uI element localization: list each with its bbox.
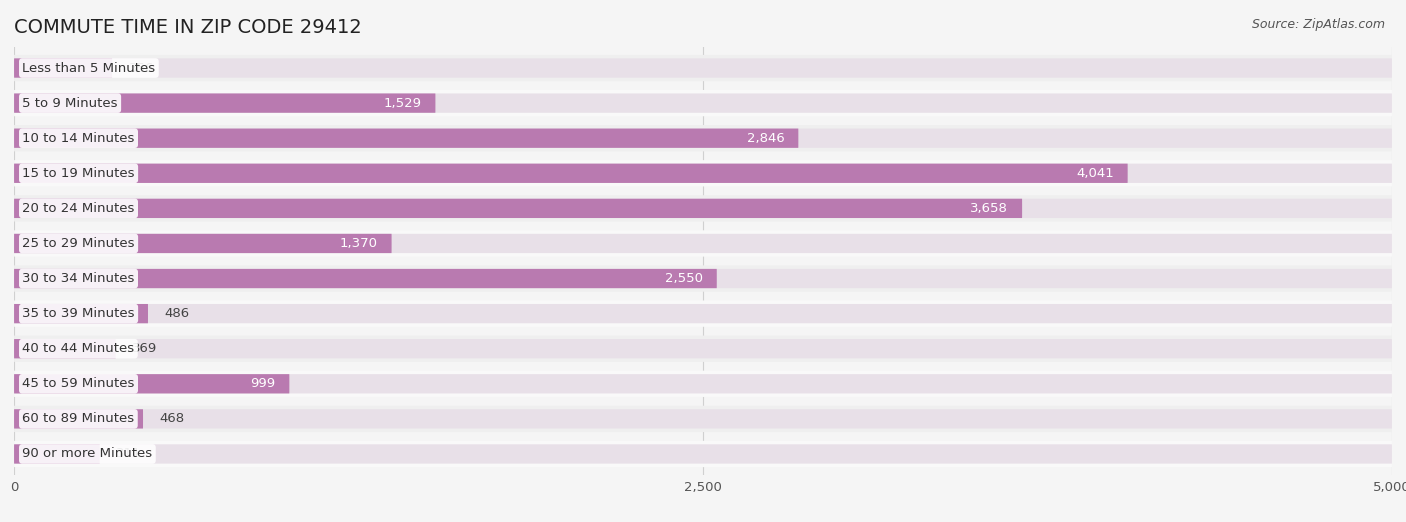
FancyBboxPatch shape bbox=[14, 128, 1392, 148]
Text: 15 to 19 Minutes: 15 to 19 Minutes bbox=[22, 167, 135, 180]
Text: 468: 468 bbox=[159, 412, 184, 425]
Text: 999: 999 bbox=[250, 377, 276, 390]
Text: COMMUTE TIME IN ZIP CODE 29412: COMMUTE TIME IN ZIP CODE 29412 bbox=[14, 18, 361, 37]
FancyBboxPatch shape bbox=[14, 234, 1392, 253]
FancyBboxPatch shape bbox=[14, 58, 1392, 78]
FancyBboxPatch shape bbox=[14, 336, 1392, 362]
FancyBboxPatch shape bbox=[14, 374, 290, 394]
Text: 35 to 39 Minutes: 35 to 39 Minutes bbox=[22, 307, 135, 320]
FancyBboxPatch shape bbox=[14, 409, 1392, 429]
FancyBboxPatch shape bbox=[14, 128, 799, 148]
FancyBboxPatch shape bbox=[14, 195, 1392, 221]
FancyBboxPatch shape bbox=[14, 406, 1392, 432]
FancyBboxPatch shape bbox=[14, 441, 1392, 467]
Text: 2,550: 2,550 bbox=[665, 272, 703, 285]
Text: 486: 486 bbox=[165, 307, 190, 320]
Text: 20 to 24 Minutes: 20 to 24 Minutes bbox=[22, 202, 135, 215]
FancyBboxPatch shape bbox=[14, 199, 1022, 218]
FancyBboxPatch shape bbox=[14, 269, 1392, 288]
FancyBboxPatch shape bbox=[14, 304, 148, 323]
FancyBboxPatch shape bbox=[14, 230, 1392, 257]
Text: 356: 356 bbox=[129, 62, 155, 75]
FancyBboxPatch shape bbox=[14, 93, 436, 113]
FancyBboxPatch shape bbox=[14, 339, 115, 359]
Text: 60 to 89 Minutes: 60 to 89 Minutes bbox=[22, 412, 135, 425]
FancyBboxPatch shape bbox=[14, 125, 1392, 151]
FancyBboxPatch shape bbox=[14, 265, 1392, 292]
Text: 10 to 14 Minutes: 10 to 14 Minutes bbox=[22, 132, 135, 145]
FancyBboxPatch shape bbox=[14, 444, 100, 464]
Text: 369: 369 bbox=[132, 342, 157, 355]
FancyBboxPatch shape bbox=[14, 90, 1392, 116]
Text: Less than 5 Minutes: Less than 5 Minutes bbox=[22, 62, 156, 75]
FancyBboxPatch shape bbox=[14, 301, 1392, 327]
Text: 30 to 34 Minutes: 30 to 34 Minutes bbox=[22, 272, 135, 285]
Text: 4,041: 4,041 bbox=[1076, 167, 1114, 180]
FancyBboxPatch shape bbox=[14, 160, 1392, 186]
FancyBboxPatch shape bbox=[14, 304, 1392, 323]
Text: 45 to 59 Minutes: 45 to 59 Minutes bbox=[22, 377, 135, 390]
Text: 5 to 9 Minutes: 5 to 9 Minutes bbox=[22, 97, 118, 110]
FancyBboxPatch shape bbox=[14, 163, 1392, 183]
Text: Source: ZipAtlas.com: Source: ZipAtlas.com bbox=[1251, 18, 1385, 31]
Text: 90 or more Minutes: 90 or more Minutes bbox=[22, 447, 152, 460]
Text: 311: 311 bbox=[117, 447, 142, 460]
FancyBboxPatch shape bbox=[14, 371, 1392, 397]
Text: 1,529: 1,529 bbox=[384, 97, 422, 110]
FancyBboxPatch shape bbox=[14, 409, 143, 429]
Text: 2,846: 2,846 bbox=[747, 132, 785, 145]
FancyBboxPatch shape bbox=[14, 58, 112, 78]
FancyBboxPatch shape bbox=[14, 339, 1392, 359]
FancyBboxPatch shape bbox=[14, 444, 1392, 464]
Text: 40 to 44 Minutes: 40 to 44 Minutes bbox=[22, 342, 135, 355]
FancyBboxPatch shape bbox=[14, 234, 392, 253]
Text: 1,370: 1,370 bbox=[340, 237, 378, 250]
FancyBboxPatch shape bbox=[14, 93, 1392, 113]
FancyBboxPatch shape bbox=[14, 269, 717, 288]
FancyBboxPatch shape bbox=[14, 55, 1392, 81]
FancyBboxPatch shape bbox=[14, 199, 1392, 218]
FancyBboxPatch shape bbox=[14, 374, 1392, 394]
Text: 3,658: 3,658 bbox=[970, 202, 1008, 215]
FancyBboxPatch shape bbox=[14, 163, 1128, 183]
Text: 25 to 29 Minutes: 25 to 29 Minutes bbox=[22, 237, 135, 250]
